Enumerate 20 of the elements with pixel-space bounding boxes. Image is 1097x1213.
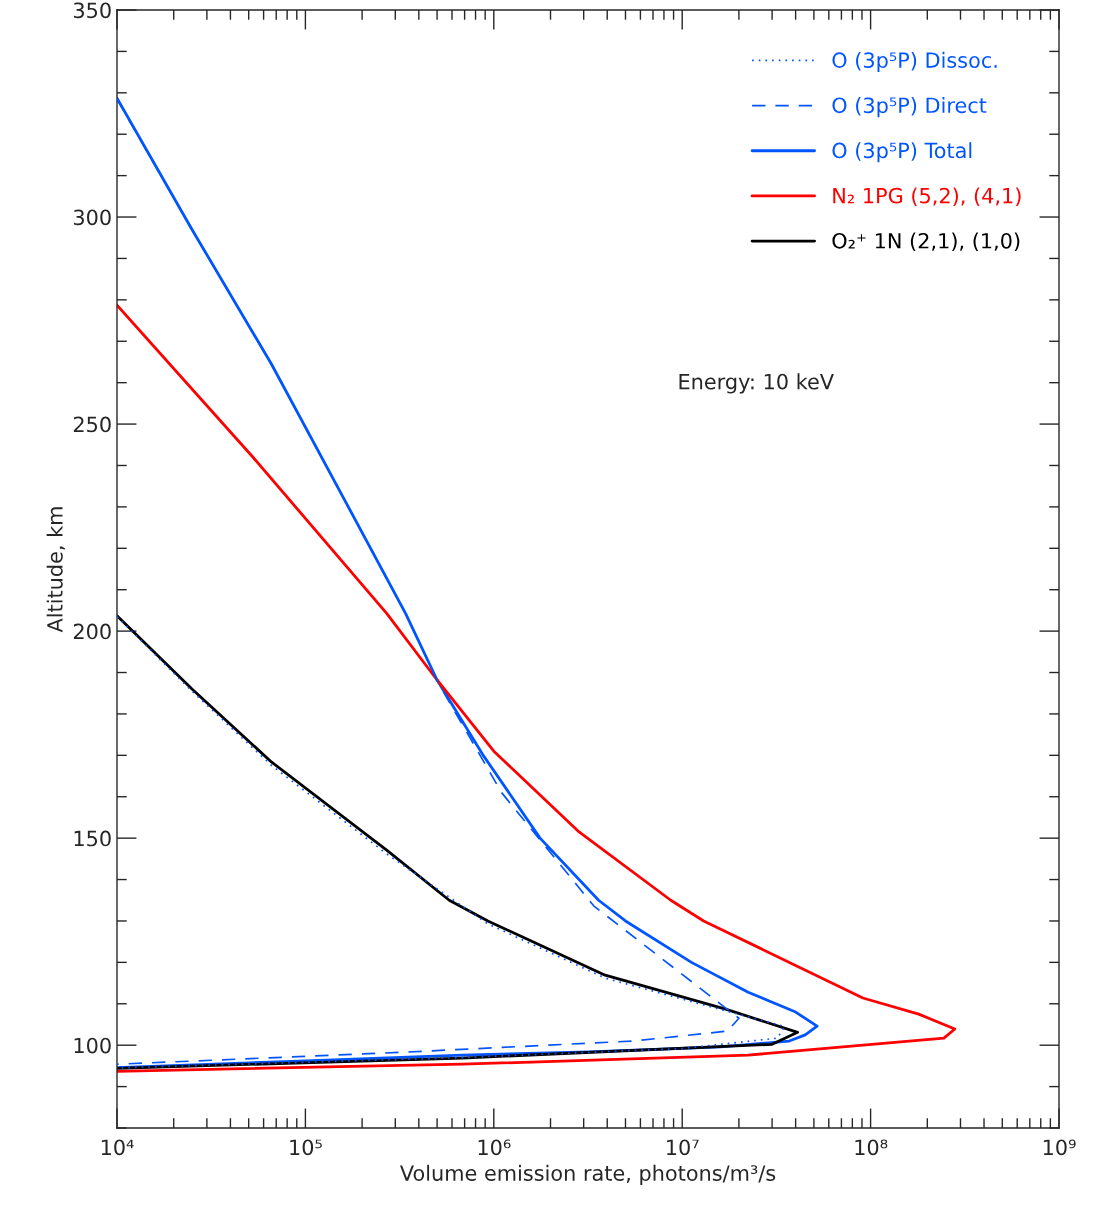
y-tick-label: 100 (74, 1037, 111, 1054)
x-tick-label: 10⁶ (478, 1139, 511, 1156)
y-axis-title: Altitude, km (46, 507, 65, 633)
y-tick-label: 150 (74, 830, 111, 847)
y-tick-label: 300 (73, 209, 111, 226)
x-tick-label: 10⁵ (290, 1139, 322, 1156)
legend-label: O (3p⁵P) Direct (832, 97, 987, 118)
y-tick-label: 200 (73, 623, 111, 640)
x-tick-label: 10⁹ (1043, 1139, 1076, 1156)
legend-label: O₂⁺ 1N (2,1), (1,0) (832, 232, 1020, 252)
legend-label: O (3p⁵P) Dissoc. (832, 51, 997, 73)
legend-label: O (3p⁵P) Total (832, 142, 972, 163)
x-axis-title: Volume emission rate, photons/m³/s (400, 1164, 776, 1185)
x-tick-label: 10⁸ (855, 1139, 888, 1156)
y-tick-label: 350 (73, 2, 111, 19)
x-tick-label: 10⁴ (101, 1139, 134, 1156)
x-tick-label: 10⁷ (667, 1139, 699, 1156)
legend-label: N₂ 1PG (5,2), (4,1) (833, 187, 1021, 206)
annotation: Energy: 10 keV (679, 373, 834, 394)
y-tick-label: 250 (73, 416, 111, 433)
